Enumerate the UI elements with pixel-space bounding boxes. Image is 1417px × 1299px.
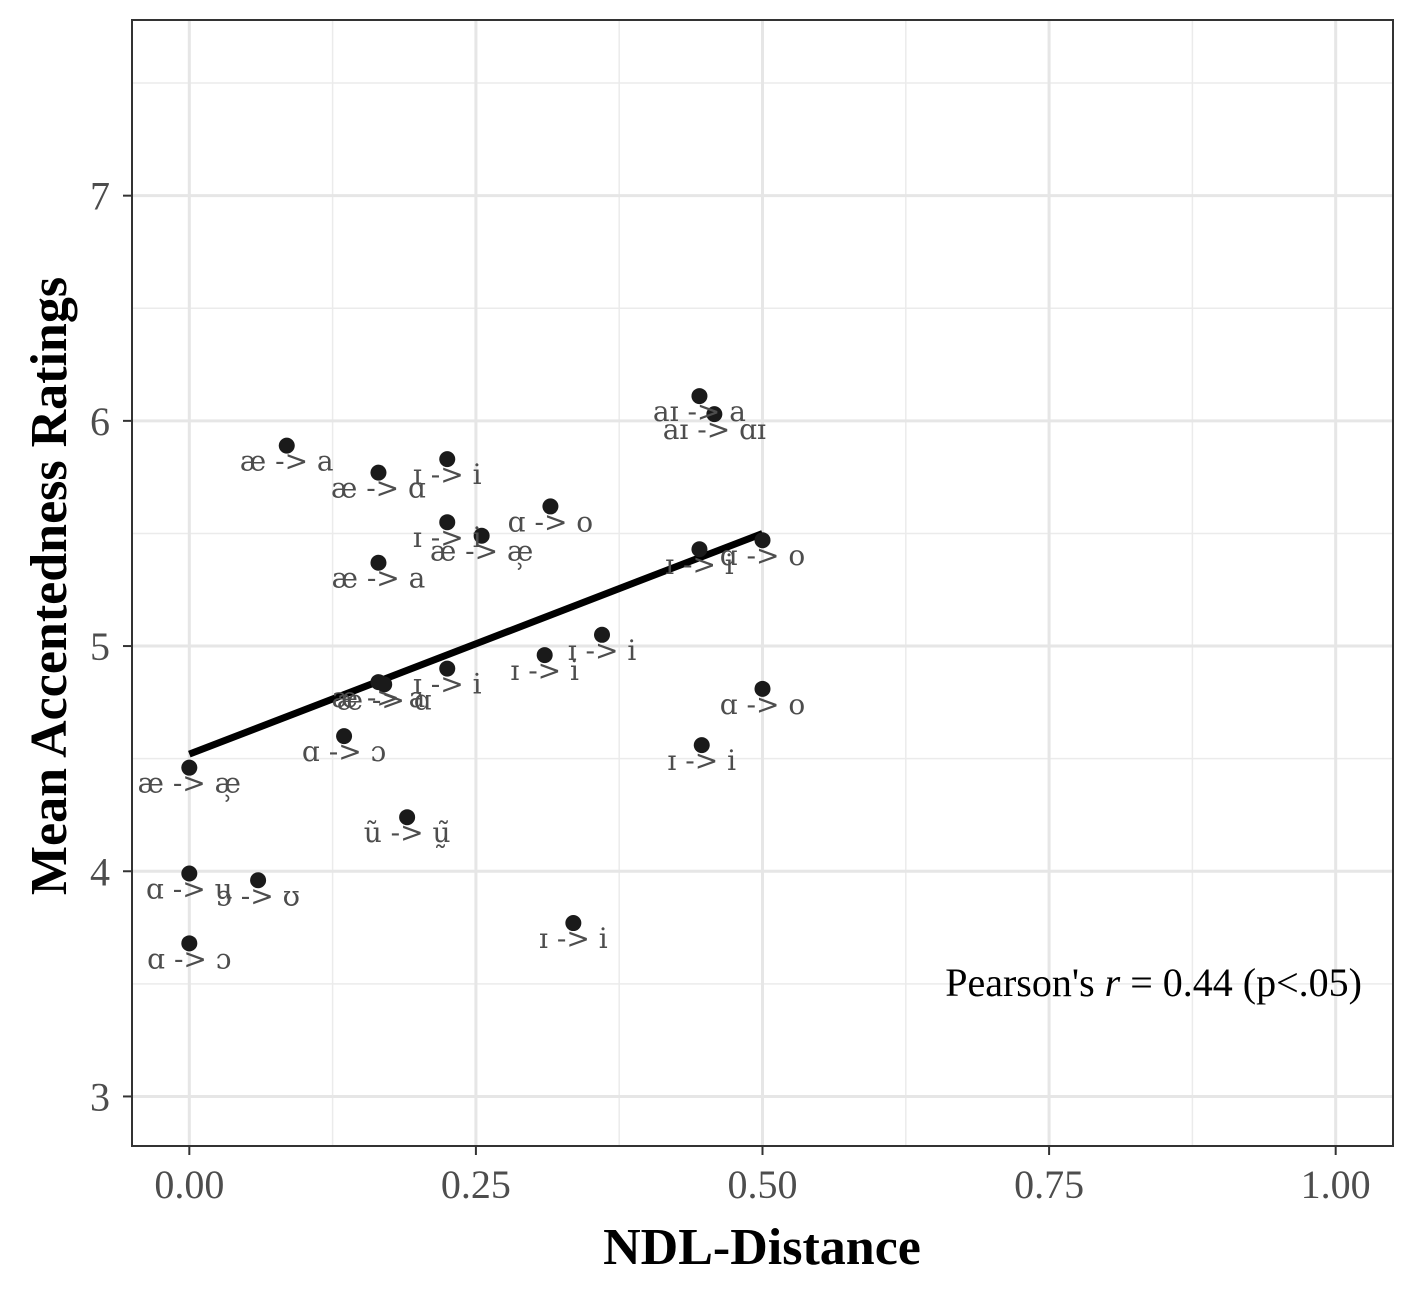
point-label: ũ -> ṵ̃ (364, 816, 451, 849)
x-tick-label: 0.50 (728, 1162, 798, 1207)
data-point (181, 759, 198, 776)
data-point (594, 626, 611, 643)
data-point (691, 388, 708, 405)
point-label: ɑ -> u (146, 873, 233, 906)
point-label: æ -> ɑ (337, 683, 432, 716)
y-tick-label: 5 (90, 624, 110, 669)
data-point (181, 865, 198, 882)
point-label: ɪ -> i (413, 521, 482, 554)
point-label: aɪ -> ɑɪ (663, 413, 766, 446)
y-axis-title: Mean Accentedness Ratings (21, 277, 78, 895)
data-point (336, 728, 353, 745)
point-label: æ -> a (332, 562, 426, 595)
x-tick-label: 0.00 (154, 1162, 224, 1207)
point-label: æ -> a (240, 445, 334, 478)
major-gridlines (132, 20, 1393, 1146)
point-label: ɑ -> ɔ (302, 735, 386, 768)
data-point (439, 660, 456, 677)
point-labels-layer: aɪ -> aaɪ -> ɑɪæ -> aæ -> ɑɪ -> iɑ -> oɪ… (138, 395, 806, 975)
annotation-value: = 0.44 (p<.05) (1120, 960, 1362, 1005)
point-label: æ -> ɑ (331, 472, 426, 505)
data-point (473, 527, 490, 544)
annotation-prefix: Pearson's (945, 960, 1104, 1005)
x-axis-title: NDL-Distance (603, 1219, 921, 1276)
data-point (439, 451, 456, 468)
data-point (181, 935, 198, 952)
data-point (754, 680, 771, 697)
point-label: ɪ -> i (665, 548, 734, 581)
data-point (542, 498, 559, 515)
point-label: ɔ -> ʊ (216, 879, 300, 912)
data-point (376, 676, 393, 693)
point-label: ɑ -> ɔ (147, 942, 231, 975)
point-label: ɑ -> o (720, 539, 806, 572)
point-label: ɪ -> i (510, 654, 579, 687)
point-label: ɪ -> i (413, 458, 482, 491)
point-label: ɪ -> i (667, 744, 736, 777)
data-point (370, 464, 387, 481)
data-point (439, 514, 456, 531)
data-point (693, 737, 710, 754)
point-label: ɪ -> i (413, 668, 482, 701)
data-point (536, 647, 553, 664)
y-tick-label: 3 (90, 1074, 110, 1119)
data-point (250, 872, 267, 889)
data-point (399, 809, 416, 826)
x-tick-label: 1.00 (1301, 1162, 1371, 1207)
pearson-annotation: Pearson's r = 0.44 (p<.05) (945, 960, 1362, 1005)
point-label: æ -> æ̹ (138, 767, 241, 803)
point-label: ɑ -> o (508, 505, 594, 538)
data-point (278, 437, 295, 454)
x-axis-ticks: 0.00 0.25 0.50 0.75 1.00 (154, 1146, 1371, 1207)
point-label: æ -> a (332, 681, 426, 714)
point-label: æ -> æ̹ (430, 535, 533, 571)
y-tick-label: 6 (90, 399, 110, 444)
point-label: ɪ -> i (539, 922, 608, 955)
x-tick-label: 0.75 (1014, 1162, 1084, 1207)
points-layer (181, 388, 771, 952)
data-point (370, 554, 387, 571)
point-label: aɪ -> a (653, 395, 746, 428)
data-point (565, 915, 582, 932)
data-point (754, 532, 771, 549)
y-axis-ticks: 3 4 5 6 7 (90, 174, 132, 1119)
fit-line-layer (188, 530, 764, 758)
y-tick-label: 4 (90, 849, 110, 894)
x-tick-label: 0.25 (441, 1162, 511, 1207)
annotation-r-symbol: r (1105, 960, 1121, 1005)
point-label: ɑ -> o (720, 688, 806, 721)
y-tick-label: 7 (90, 174, 110, 219)
regression-line (188, 530, 764, 758)
point-label: ɪ -> i (568, 634, 637, 667)
data-point (706, 406, 723, 423)
data-point (691, 541, 708, 558)
